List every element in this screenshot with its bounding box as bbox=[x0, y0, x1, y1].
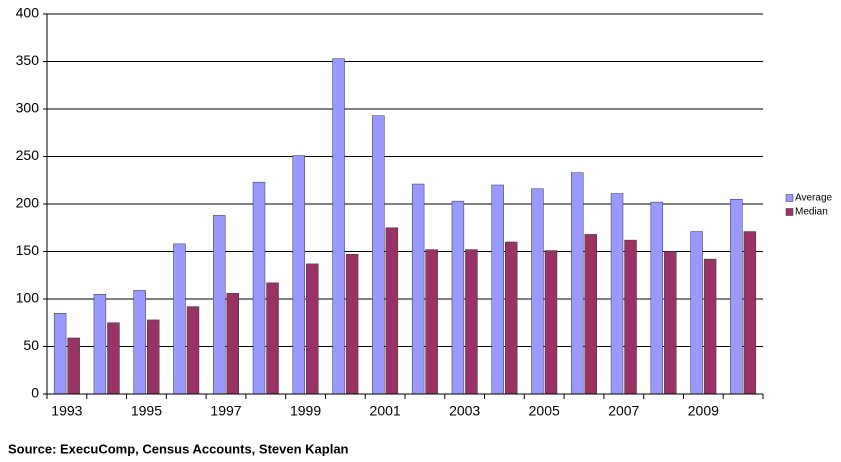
bar bbox=[531, 188, 544, 395]
bar bbox=[252, 181, 266, 395]
y-tick-label: 0 bbox=[31, 385, 39, 401]
x-tick-label: 1993 bbox=[51, 403, 82, 419]
x-tick-label: 2007 bbox=[608, 403, 639, 419]
bar bbox=[107, 322, 120, 395]
x-tick-label: 1995 bbox=[131, 403, 162, 419]
x-tick-label: 1997 bbox=[210, 403, 241, 419]
x-tick-label: 2003 bbox=[449, 403, 480, 419]
source-note: Source: ExecuComp, Census Accounts, Stev… bbox=[8, 441, 349, 456]
bar bbox=[67, 337, 80, 395]
y-tick-label: 150 bbox=[16, 242, 40, 258]
bar bbox=[306, 263, 319, 395]
bar bbox=[186, 306, 200, 395]
bar bbox=[610, 193, 624, 395]
bar bbox=[292, 155, 306, 395]
bar bbox=[173, 243, 186, 395]
bar bbox=[743, 231, 757, 395]
y-tick-label: 300 bbox=[16, 100, 40, 116]
bar bbox=[146, 319, 160, 395]
bar bbox=[730, 199, 743, 395]
y-tick-label: 100 bbox=[16, 290, 40, 306]
bar bbox=[425, 249, 438, 395]
y-tick-label: 400 bbox=[16, 5, 40, 21]
bar bbox=[504, 241, 518, 395]
x-tick-label: 2001 bbox=[370, 403, 401, 419]
legend-swatch bbox=[785, 194, 794, 202]
bar bbox=[266, 282, 279, 395]
legend-label: Median bbox=[795, 207, 828, 218]
y-tick-label: 250 bbox=[16, 147, 40, 163]
bar bbox=[624, 239, 637, 395]
bar bbox=[465, 249, 478, 395]
y-tick-label: 350 bbox=[16, 52, 40, 68]
bar bbox=[664, 251, 677, 395]
legend-swatch bbox=[785, 208, 794, 216]
x-tick-label: 2009 bbox=[688, 403, 719, 419]
y-tick-label: 200 bbox=[16, 195, 40, 211]
x-tick-label: 1999 bbox=[290, 403, 321, 419]
bar bbox=[372, 115, 385, 395]
bar bbox=[133, 290, 146, 395]
bar bbox=[53, 313, 67, 395]
bar bbox=[345, 254, 359, 395]
bar bbox=[411, 183, 425, 395]
bar bbox=[451, 200, 465, 395]
bar bbox=[544, 250, 558, 395]
bar bbox=[690, 231, 703, 395]
x-tick-label: 2005 bbox=[529, 403, 560, 419]
bar bbox=[226, 293, 239, 395]
bar bbox=[650, 201, 664, 395]
y-tick-label: 50 bbox=[23, 337, 39, 353]
legend-label: Average bbox=[795, 193, 833, 204]
bar bbox=[213, 215, 226, 395]
bar bbox=[491, 184, 504, 395]
bar bbox=[332, 58, 345, 395]
bar bbox=[703, 258, 717, 395]
bar bbox=[385, 227, 399, 395]
bar bbox=[584, 234, 597, 395]
bar bbox=[571, 172, 584, 395]
bar bbox=[93, 294, 107, 395]
